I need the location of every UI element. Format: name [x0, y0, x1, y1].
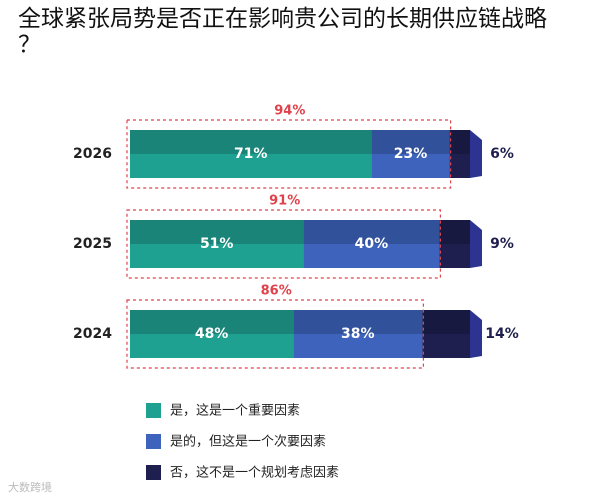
bar-segment — [130, 130, 372, 178]
bar-segment — [422, 310, 470, 358]
legend-swatch — [146, 434, 161, 449]
y-tick-label: 2024 — [73, 326, 112, 342]
bar-shade — [422, 310, 470, 334]
bar-segment — [439, 220, 470, 268]
bar-segment — [449, 130, 470, 178]
bar-cap — [470, 130, 482, 178]
value-label: 40% — [355, 236, 389, 252]
total-box — [126, 299, 424, 369]
bar-shade — [293, 310, 423, 334]
legend-label: 是，这是一个重要因素 — [170, 403, 300, 419]
bar-shade — [130, 220, 304, 244]
value-label: 48% — [195, 326, 229, 342]
bar-shade — [130, 310, 294, 334]
total-label: 91% — [269, 194, 300, 209]
legend-swatch — [146, 403, 161, 418]
total-box — [126, 119, 452, 189]
total-label: 94% — [274, 104, 305, 119]
bar-shade — [439, 220, 470, 244]
y-tick-label: 2026 — [73, 146, 112, 162]
value-label: 14% — [485, 326, 519, 342]
total-label: 86% — [261, 284, 292, 299]
chart-title: 全球紧张局势是否正在影响贵公司的长期供应链战略？ — [18, 6, 547, 58]
legend-swatch — [146, 465, 161, 480]
value-label: 38% — [341, 326, 375, 342]
total-box — [126, 209, 441, 279]
value-label: 23% — [394, 146, 428, 162]
value-label: 71% — [234, 146, 268, 162]
bar-segment — [130, 220, 304, 268]
value-label: 51% — [200, 236, 234, 252]
watermark: 大数跨境 — [8, 480, 52, 494]
bar-segment — [303, 220, 440, 268]
bar-shade — [130, 130, 372, 154]
value-label: 9% — [490, 236, 514, 252]
bar-shade — [449, 130, 470, 154]
value-label: 6% — [490, 146, 514, 162]
bar-shade — [303, 220, 440, 244]
bar-shade — [371, 130, 450, 154]
bar-segment — [130, 310, 294, 358]
bar-segment — [293, 310, 423, 358]
bar-cap — [470, 220, 482, 268]
y-tick-label: 2025 — [73, 236, 112, 252]
legend-label: 否，这不是一个规划考虑因素 — [170, 465, 339, 481]
legend-label: 是的，但这是一个次要因素 — [170, 434, 326, 450]
bar-cap — [470, 310, 482, 358]
bar-segment — [371, 130, 450, 178]
